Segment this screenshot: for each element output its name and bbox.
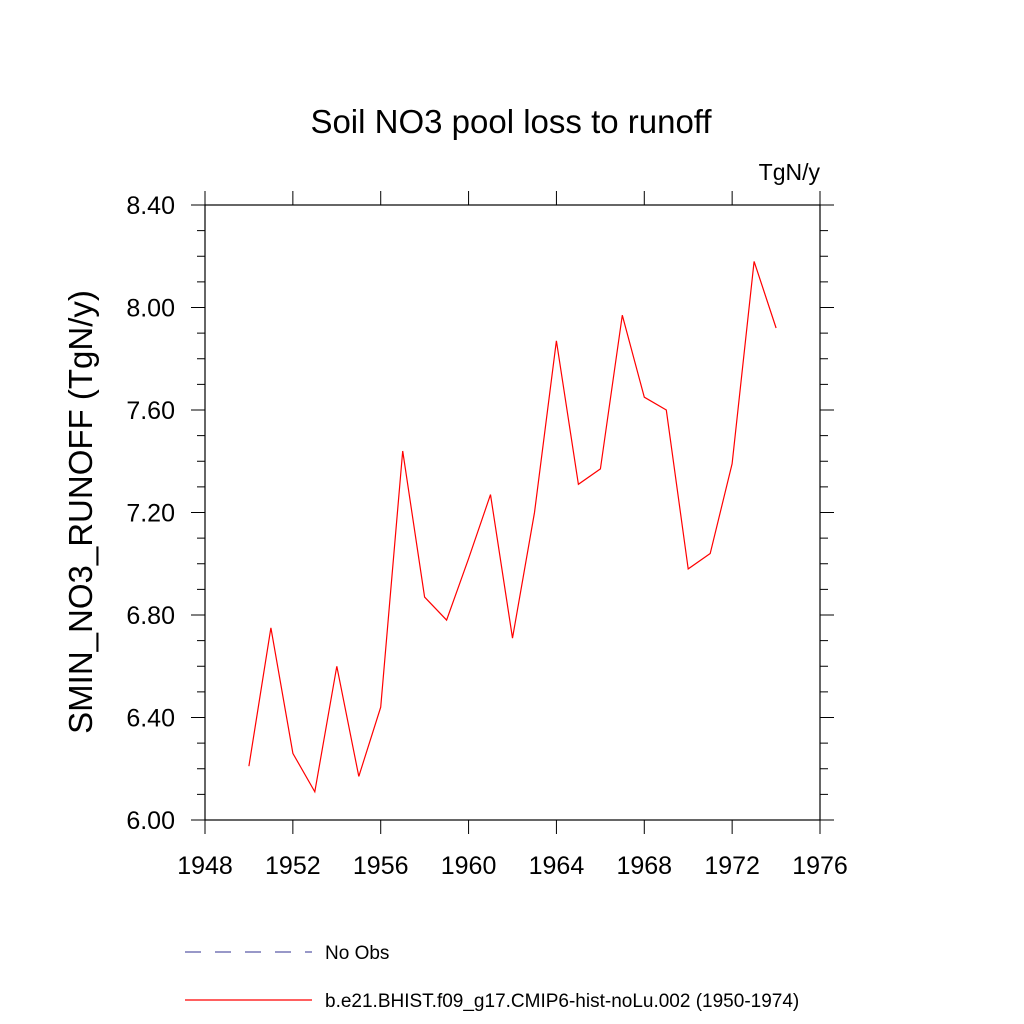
legend-label: No Obs xyxy=(325,943,389,964)
x-tick-label: 1976 xyxy=(792,852,848,880)
y-tick-label: 6.80 xyxy=(126,602,175,630)
y-axis-title: SMIN_NO3_RUNOFF (TgN/y) xyxy=(62,290,99,734)
x-tick-label: 1948 xyxy=(177,852,233,880)
x-tick-label: 1960 xyxy=(441,852,497,880)
chart-title: Soil NO3 pool loss to runoff xyxy=(310,103,712,140)
y-tick-label: 6.40 xyxy=(126,705,175,733)
y-tick-label: 7.60 xyxy=(126,397,175,425)
x-tick-label: 1968 xyxy=(616,852,672,880)
x-tick-label: 1964 xyxy=(529,852,585,880)
y-tick-label: 8.40 xyxy=(126,192,175,220)
x-tick-label: 1972 xyxy=(704,852,760,880)
units-label: TgN/y xyxy=(759,159,821,185)
legend: No Obs b.e21.BHIST.f09_g17.CMIP6-hist-noL… xyxy=(185,943,799,1012)
y-tick-label: 7.20 xyxy=(126,500,175,528)
y-tick-label: 6.00 xyxy=(126,807,175,835)
series-layer xyxy=(248,261,777,794)
series-line xyxy=(248,261,777,794)
plot-frame xyxy=(204,204,821,821)
x-tick-label: 1952 xyxy=(265,852,321,880)
legend-label: b.e21.BHIST.f09_g17.CMIP6-hist-noLu.002 … xyxy=(325,991,799,1012)
axes: 1948 1952 1956 1960 1964 1968 1972 1976 6.00 6.40… xyxy=(126,191,848,880)
x-tick-label: 1956 xyxy=(353,852,409,880)
y-tick-label: 8.00 xyxy=(126,295,175,323)
